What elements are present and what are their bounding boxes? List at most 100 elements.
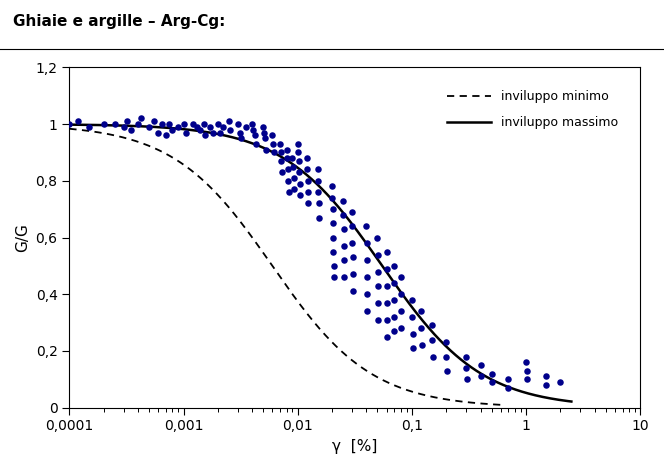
Point (268, 140, 278, 148)
Y-axis label: G/G: G/G (15, 223, 30, 252)
Point (217, 123, 228, 131)
Point (441, 339, 452, 346)
Point (294, 168, 305, 176)
Point (277, 168, 288, 176)
Point (167, 126, 178, 134)
Point (428, 353, 438, 360)
Point (347, 240, 358, 247)
Point (110, 121, 120, 128)
Point (396, 308, 406, 315)
Point (329, 273, 339, 281)
Point (389, 327, 400, 335)
Point (373, 251, 383, 258)
Point (313, 166, 323, 173)
Point (126, 126, 137, 134)
Point (328, 248, 339, 256)
Point (416, 341, 427, 349)
Point (260, 135, 271, 142)
Point (224, 126, 235, 134)
Point (347, 222, 358, 230)
Point (149, 118, 159, 125)
Point (98, 121, 109, 128)
Point (381, 248, 392, 256)
Point (382, 316, 392, 324)
Point (503, 384, 514, 392)
Point (258, 123, 269, 131)
Point (486, 370, 497, 378)
Point (362, 308, 373, 315)
Point (328, 262, 339, 270)
inviluppo massimo (169, 125, 177, 131)
Point (122, 118, 132, 125)
Point (381, 299, 392, 306)
Point (339, 242, 349, 250)
Point (224, 118, 234, 125)
Point (275, 140, 286, 148)
Point (302, 166, 313, 173)
Point (287, 154, 297, 162)
Point (187, 121, 198, 128)
inviluppo minimo (173, 157, 181, 163)
inviluppo minimo (361, 367, 369, 372)
Point (416, 325, 427, 332)
Point (248, 126, 259, 134)
Point (207, 129, 218, 136)
Point (283, 166, 293, 173)
Point (250, 132, 260, 139)
inviluppo minimo (65, 126, 73, 132)
inviluppo minimo (497, 402, 505, 408)
Point (475, 361, 486, 369)
Point (173, 123, 184, 131)
Point (373, 299, 383, 306)
Point (361, 222, 372, 230)
Point (282, 154, 293, 162)
Point (303, 200, 313, 207)
Point (288, 163, 298, 170)
Point (234, 129, 245, 136)
Point (373, 234, 383, 241)
Point (338, 197, 349, 204)
inviluppo massimo (65, 122, 73, 128)
Point (195, 126, 206, 134)
inviluppo massimo (398, 291, 406, 297)
Point (327, 219, 338, 227)
Point (541, 381, 552, 389)
Point (361, 240, 372, 247)
Point (381, 282, 392, 289)
Point (283, 177, 293, 185)
Point (347, 254, 358, 261)
Point (373, 282, 383, 289)
Point (381, 265, 392, 272)
Point (267, 132, 278, 139)
Point (328, 234, 339, 241)
Point (293, 149, 303, 156)
Point (347, 271, 358, 278)
Point (289, 186, 299, 193)
Point (373, 268, 383, 275)
inviluppo massimo (428, 328, 436, 334)
Point (475, 373, 486, 380)
Point (441, 353, 452, 360)
Point (295, 191, 305, 199)
Point (133, 121, 143, 128)
inviluppo minimo (86, 128, 94, 134)
Point (389, 313, 400, 321)
Point (540, 373, 551, 380)
Point (64, 121, 74, 128)
Point (292, 140, 303, 148)
Point (408, 330, 418, 338)
Point (247, 121, 258, 128)
Point (348, 287, 359, 295)
Point (73, 118, 84, 125)
Point (181, 129, 191, 136)
Point (389, 296, 400, 303)
Point (461, 376, 472, 383)
Point (555, 378, 566, 386)
Point (205, 123, 215, 131)
Point (232, 121, 243, 128)
Point (396, 273, 406, 281)
Point (461, 364, 472, 372)
Point (521, 358, 531, 366)
Point (157, 121, 167, 128)
Point (294, 180, 305, 188)
